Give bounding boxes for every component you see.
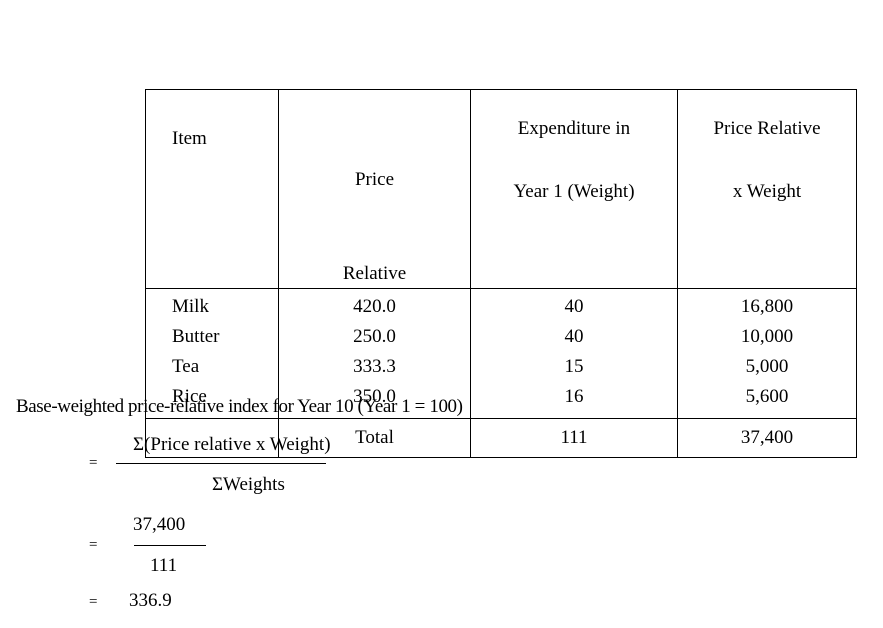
formula-fraction-line — [116, 463, 326, 464]
row-price-relative: 333.3 — [278, 352, 471, 382]
row-item: Rice — [145, 382, 279, 419]
header-price-relative: Price Relative — [278, 89, 471, 289]
table-row: Milk 420.0 40 16,800 — [145, 288, 857, 322]
row-product: 5,600 — [677, 382, 857, 419]
calculation-heading: Base-weighted price-relative index for Y… — [16, 396, 463, 417]
table-header-row: Item Price Relative Expenditure in Year 1 … — [145, 89, 857, 289]
row-item: Milk — [145, 288, 279, 322]
formula-numerator: Σ(Price relative x Weight) — [133, 434, 331, 455]
equals-sign: = — [89, 455, 98, 471]
header-item: Item — [145, 89, 279, 289]
value-denominator: 111 — [150, 555, 178, 576]
result-value: 336.9 — [129, 590, 172, 611]
table-row: Rice 350.0 16 5,600 — [145, 382, 857, 419]
row-price-relative: 350.0 — [278, 382, 471, 419]
value-fraction-line — [134, 545, 206, 546]
table-row: Tea 333.3 15 5,000 — [145, 352, 857, 382]
row-price-relative: 250.0 — [278, 322, 471, 352]
table-row: Butter 250.0 40 10,000 — [145, 322, 857, 352]
value-numerator: 37,400 — [133, 514, 186, 535]
table-total-row: Total 111 37,400 — [145, 418, 857, 458]
row-product: 10,000 — [677, 322, 857, 352]
row-item: Butter — [145, 322, 279, 352]
row-product: 5,000 — [677, 352, 857, 382]
equals-sign: = — [89, 594, 98, 610]
row-weight: 40 — [470, 322, 678, 352]
total-weight: 111 — [470, 418, 678, 458]
row-product: 16,800 — [677, 288, 857, 322]
row-item: Tea — [145, 352, 279, 382]
price-relative-table: Item Price Relative Expenditure in Year 1 … — [145, 89, 857, 458]
header-price-relative-x-weight: Price Relative x Weight — [677, 89, 857, 289]
header-expenditure-weight: Expenditure in Year 1 (Weight) — [470, 89, 678, 289]
total-empty-cell — [145, 418, 279, 458]
row-weight: 15 — [470, 352, 678, 382]
row-weight: 40 — [470, 288, 678, 322]
equals-sign: = — [89, 537, 98, 553]
total-product: 37,400 — [677, 418, 857, 458]
row-price-relative: 420.0 — [278, 288, 471, 322]
row-weight: 16 — [470, 382, 678, 419]
formula-denominator: ΣWeights — [212, 474, 285, 495]
